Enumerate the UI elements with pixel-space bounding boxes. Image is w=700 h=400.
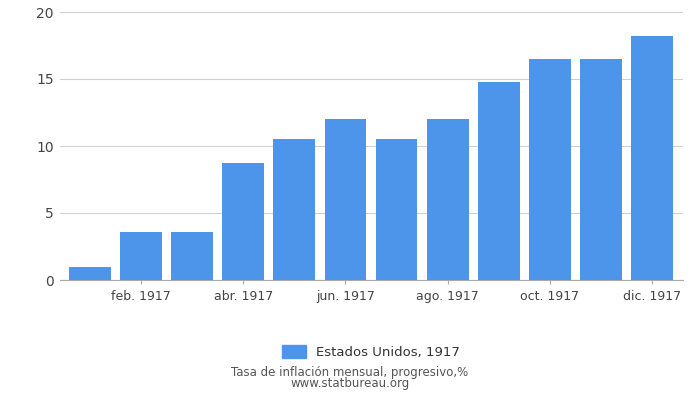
- Text: www.statbureau.org: www.statbureau.org: [290, 378, 410, 390]
- Bar: [477, 82, 519, 280]
- Bar: [120, 232, 162, 280]
- Bar: [69, 266, 111, 280]
- Bar: [325, 119, 366, 280]
- Bar: [376, 139, 417, 280]
- Bar: [274, 139, 315, 280]
- Text: Tasa de inflación mensual, progresivo,%: Tasa de inflación mensual, progresivo,%: [232, 366, 468, 379]
- Bar: [528, 59, 570, 280]
- Bar: [172, 232, 214, 280]
- Bar: [223, 164, 265, 280]
- Bar: [631, 36, 673, 280]
- Bar: [427, 119, 468, 280]
- Legend: Estados Unidos, 1917: Estados Unidos, 1917: [276, 340, 466, 364]
- Bar: [580, 59, 622, 280]
